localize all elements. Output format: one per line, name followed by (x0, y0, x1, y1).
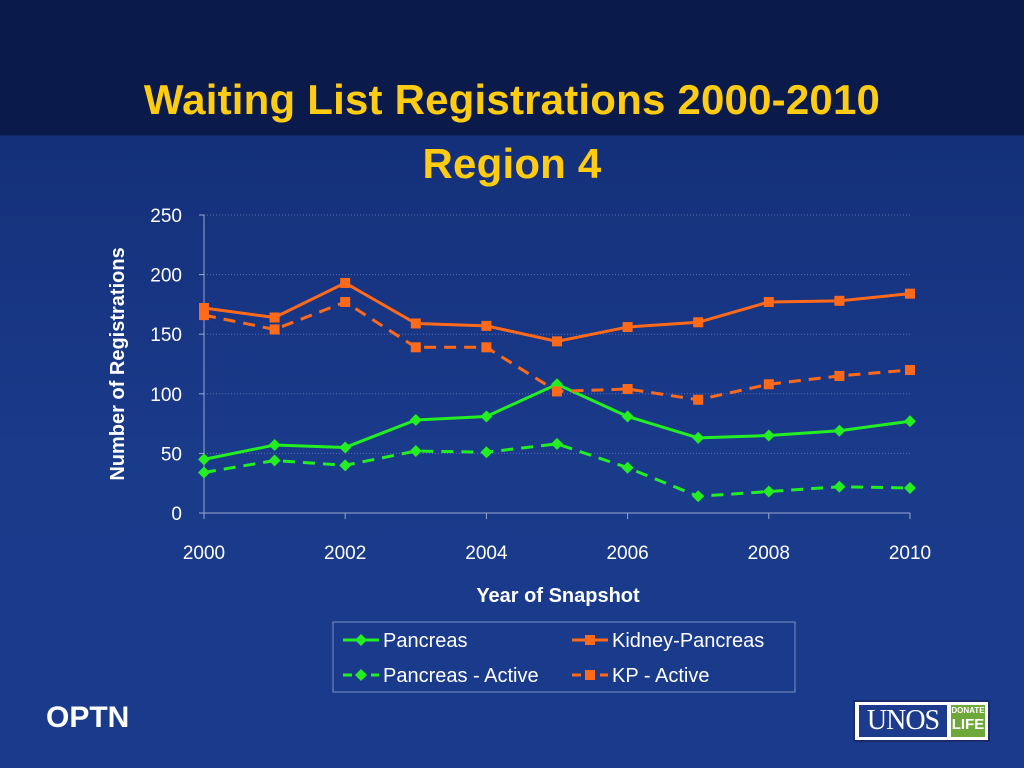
donate-text: DONATE (951, 706, 985, 715)
data-point (763, 297, 774, 308)
data-point (551, 437, 563, 450)
x-axis-label: Year of Snapshot (476, 585, 640, 607)
data-point (340, 297, 351, 308)
data-point (199, 310, 209, 321)
donate-life-badge: DONATE LIFE (951, 705, 985, 737)
data-point (339, 459, 352, 472)
data-point (834, 370, 845, 381)
data-point (692, 490, 705, 503)
data-point (621, 410, 634, 423)
legend-swatch-marker (585, 670, 595, 680)
series-kidney-pancreas (199, 277, 915, 347)
x-tick-label: 2004 (465, 543, 508, 564)
data-point (622, 322, 633, 333)
series-pancreas-active (198, 437, 916, 503)
data-point (833, 424, 846, 437)
data-point (762, 485, 775, 498)
series-kp-active (199, 297, 915, 405)
data-point (269, 312, 280, 323)
legend-label: KP - Active (612, 665, 709, 687)
unos-logo-text: UNOS (859, 705, 947, 737)
data-point (198, 453, 210, 466)
data-point (410, 342, 421, 353)
data-point (339, 441, 352, 454)
data-point (198, 466, 210, 479)
x-tick-label: 2006 (606, 543, 648, 564)
data-point (481, 320, 492, 331)
y-axis-label: Number of Registrations (107, 247, 129, 480)
data-point (692, 431, 705, 444)
title-line-2: Region 4 (422, 140, 602, 187)
title-line-1: Waiting List Registrations 2000-2010 (143, 76, 881, 123)
data-point (904, 415, 916, 428)
data-point (904, 481, 916, 494)
data-point (763, 379, 774, 390)
data-point (693, 317, 704, 328)
y-tick-label: 0 (171, 504, 182, 525)
data-point (269, 324, 280, 335)
data-point (481, 342, 492, 353)
legend-box (332, 621, 796, 693)
y-tick-label: 100 (150, 385, 182, 406)
data-point (268, 439, 281, 452)
data-point (480, 410, 493, 423)
data-point (905, 288, 915, 299)
data-point (693, 394, 704, 405)
data-point (409, 445, 422, 458)
data-point (409, 414, 422, 427)
y-tick-label: 50 (161, 444, 182, 465)
optn-label: OPTN (46, 701, 130, 734)
series-group (198, 277, 916, 503)
data-point (268, 454, 281, 467)
slide-title: Waiting List Registrations 2000-2010 Reg… (0, 68, 1024, 196)
legend-label: Pancreas (383, 630, 468, 652)
data-point (340, 277, 351, 288)
x-tick-label: 2010 (889, 543, 931, 564)
unos-donate-life-logo: UNOS DONATE LIFE (853, 700, 990, 742)
axes: 0 50 100 150 200 250 2000 2002 2004 2006 2008 2010 (150, 206, 931, 564)
x-tick-label: 2002 (324, 543, 366, 564)
data-point (552, 336, 562, 347)
data-point (905, 364, 915, 375)
legend-label: Pancreas - Active (383, 665, 539, 687)
series-line-kidney-pancreas (203, 281, 911, 343)
life-text: LIFE (951, 716, 985, 733)
data-point (552, 386, 562, 397)
legend-label: Kidney-Pancreas (612, 630, 764, 652)
y-tick-label: 150 (150, 325, 182, 346)
legend-swatch-marker (355, 669, 367, 681)
data-point (622, 384, 633, 395)
series-line-pancreas-active (203, 442, 911, 498)
x-tick-label: 2000 (183, 543, 225, 564)
gridlines (204, 214, 910, 454)
legend-swatch-marker (355, 634, 367, 646)
series-pancreas (198, 378, 916, 466)
data-point (410, 318, 421, 329)
data-point (834, 295, 845, 306)
y-tick-label: 250 (150, 206, 182, 227)
legend: Pancreas Kidney-Pancreas Pancreas - Active… (332, 621, 796, 693)
x-tick-label: 2008 (748, 543, 790, 564)
data-point (199, 302, 209, 313)
data-point (833, 480, 846, 493)
data-point (762, 429, 775, 442)
legend-swatch-marker (585, 635, 595, 645)
y-tick-label: 200 (150, 266, 182, 287)
data-point (480, 446, 493, 459)
data-point (621, 461, 634, 474)
